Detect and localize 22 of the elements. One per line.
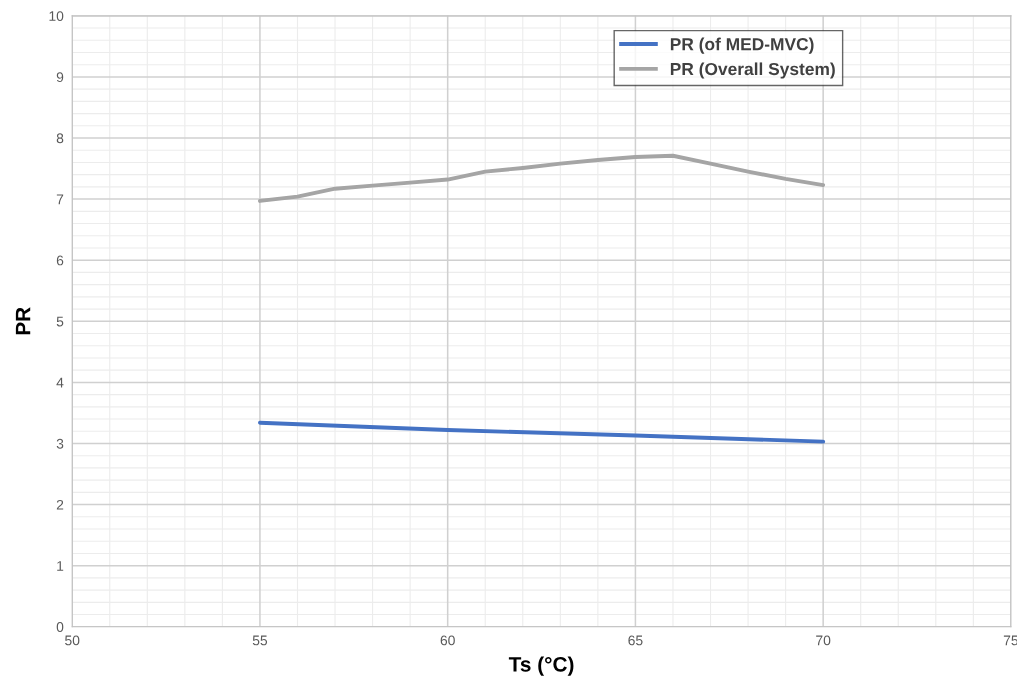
x-tick-label: 50 <box>65 635 80 646</box>
y-tick-label: 2 <box>56 499 64 510</box>
y-axis-title: PR <box>15 307 31 335</box>
x-axis-title: Ts (°C) <box>508 656 574 676</box>
y-tick-label: 0 <box>56 622 64 632</box>
line-series <box>258 153 826 203</box>
y-tick-label: 4 <box>56 377 64 388</box>
y-tick-label: 7 <box>56 194 64 205</box>
y-tick-label: 5 <box>56 316 64 327</box>
y-tick-label: 10 <box>49 11 64 21</box>
y-tick-label: 8 <box>56 133 64 144</box>
x-tick-label: 55 <box>252 635 268 646</box>
x-tick-label: 60 <box>440 635 455 646</box>
x-tick-label: 65 <box>628 635 643 646</box>
legend-label: PR (of MED-MVC) <box>670 37 814 54</box>
y-tick-label: 1 <box>57 561 64 571</box>
legend-label: PR (Overall System) <box>670 62 835 79</box>
y-tick-label: 3 <box>56 438 64 449</box>
x-tick-label: 70 <box>816 635 831 646</box>
y-tick-label: 9 <box>56 72 64 83</box>
y-tick-label: 6 <box>56 255 64 266</box>
line-series <box>258 420 826 444</box>
